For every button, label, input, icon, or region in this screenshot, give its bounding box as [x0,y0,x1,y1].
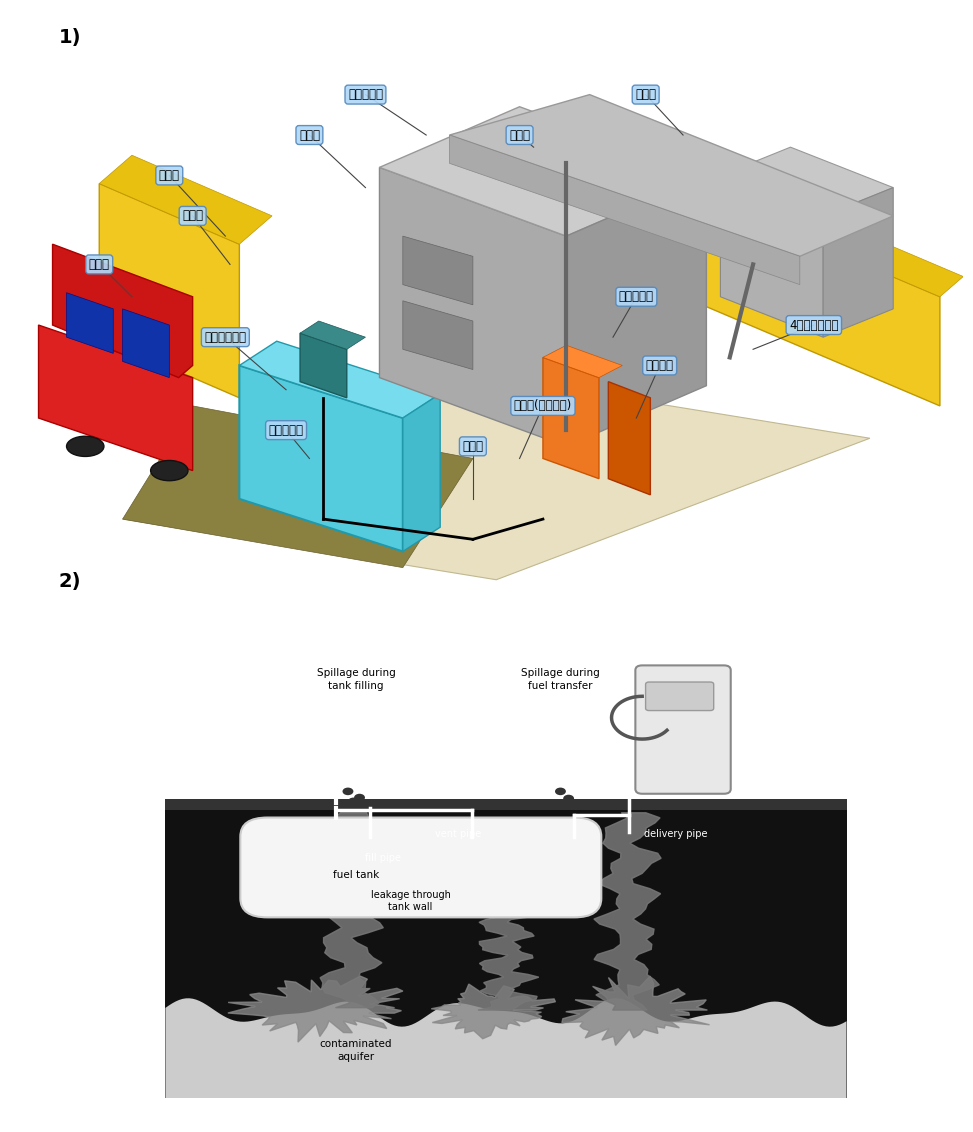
Polygon shape [379,106,706,237]
Polygon shape [543,358,599,479]
Text: vent pipe: vent pipe [435,829,482,839]
Polygon shape [543,345,623,378]
Text: 주유소건물: 주유소건물 [348,88,383,101]
Text: 툴기관: 툴기관 [299,129,320,142]
Text: contaminated
aquifer: contaminated aquifer [320,1039,392,1062]
FancyBboxPatch shape [635,666,731,794]
Polygon shape [99,183,239,397]
Text: fuel tank: fuel tank [333,869,379,880]
Text: 4단유수보라조: 4단유수보라조 [789,318,839,332]
Circle shape [555,788,566,795]
Text: 케노피: 케노피 [509,129,530,142]
Polygon shape [608,381,650,495]
Polygon shape [66,293,113,353]
Polygon shape [228,976,403,1043]
FancyBboxPatch shape [29,34,963,600]
FancyBboxPatch shape [165,623,847,1098]
Text: 지하저장킱크: 지하저장킱크 [204,331,246,344]
Polygon shape [239,341,440,418]
Polygon shape [379,168,566,446]
Text: 주입칸: 주입칸 [182,209,203,222]
Text: 주유기설치: 주유기설치 [619,290,654,303]
Ellipse shape [66,436,104,456]
Polygon shape [123,378,870,580]
FancyBboxPatch shape [240,817,601,917]
Polygon shape [313,813,383,1007]
Polygon shape [450,135,800,284]
Text: 2): 2) [58,572,81,591]
Circle shape [348,798,359,805]
Polygon shape [478,903,539,1010]
Polygon shape [720,147,893,216]
Circle shape [563,795,574,803]
Polygon shape [823,188,893,337]
FancyBboxPatch shape [646,681,714,711]
Polygon shape [561,976,709,1046]
Polygon shape [165,623,847,804]
Circle shape [342,788,353,795]
Ellipse shape [151,461,188,481]
Text: 세자장: 세자장 [635,88,656,101]
Text: leakage through
tank wall: leakage through tank wall [371,890,450,912]
Polygon shape [450,95,893,256]
Text: 누유감지관: 누유감지관 [269,423,304,437]
Text: fill pipe: fill pipe [366,852,401,863]
Text: 계량칸: 계량칸 [159,169,180,182]
Polygon shape [566,175,706,446]
Circle shape [354,794,365,801]
Text: 1): 1) [58,28,81,48]
Polygon shape [683,168,963,297]
Polygon shape [123,309,169,378]
Polygon shape [720,175,823,337]
Polygon shape [403,237,473,305]
Polygon shape [300,333,346,397]
Polygon shape [403,301,473,369]
Text: 바닥포장: 바닥포장 [646,359,673,372]
Polygon shape [431,984,556,1039]
Polygon shape [239,366,403,551]
Polygon shape [403,394,440,551]
Polygon shape [99,155,272,245]
Polygon shape [39,325,193,471]
Polygon shape [165,804,847,1098]
Text: Spillage during
fuel transfer: Spillage during fuel transfer [522,669,599,691]
Polygon shape [594,813,661,1010]
Text: delivery pipe: delivery pipe [644,829,708,839]
Polygon shape [123,406,473,567]
Polygon shape [165,798,847,811]
Text: 트렌치: 트렌치 [462,440,484,453]
Polygon shape [300,321,366,350]
Text: Spillage during
tank filling: Spillage during tank filling [317,669,395,691]
Polygon shape [683,188,940,406]
Polygon shape [53,245,193,378]
Text: 손유칸(주유환알): 손유칸(주유환알) [514,400,572,412]
Text: 방화벽: 방화벽 [89,258,110,271]
